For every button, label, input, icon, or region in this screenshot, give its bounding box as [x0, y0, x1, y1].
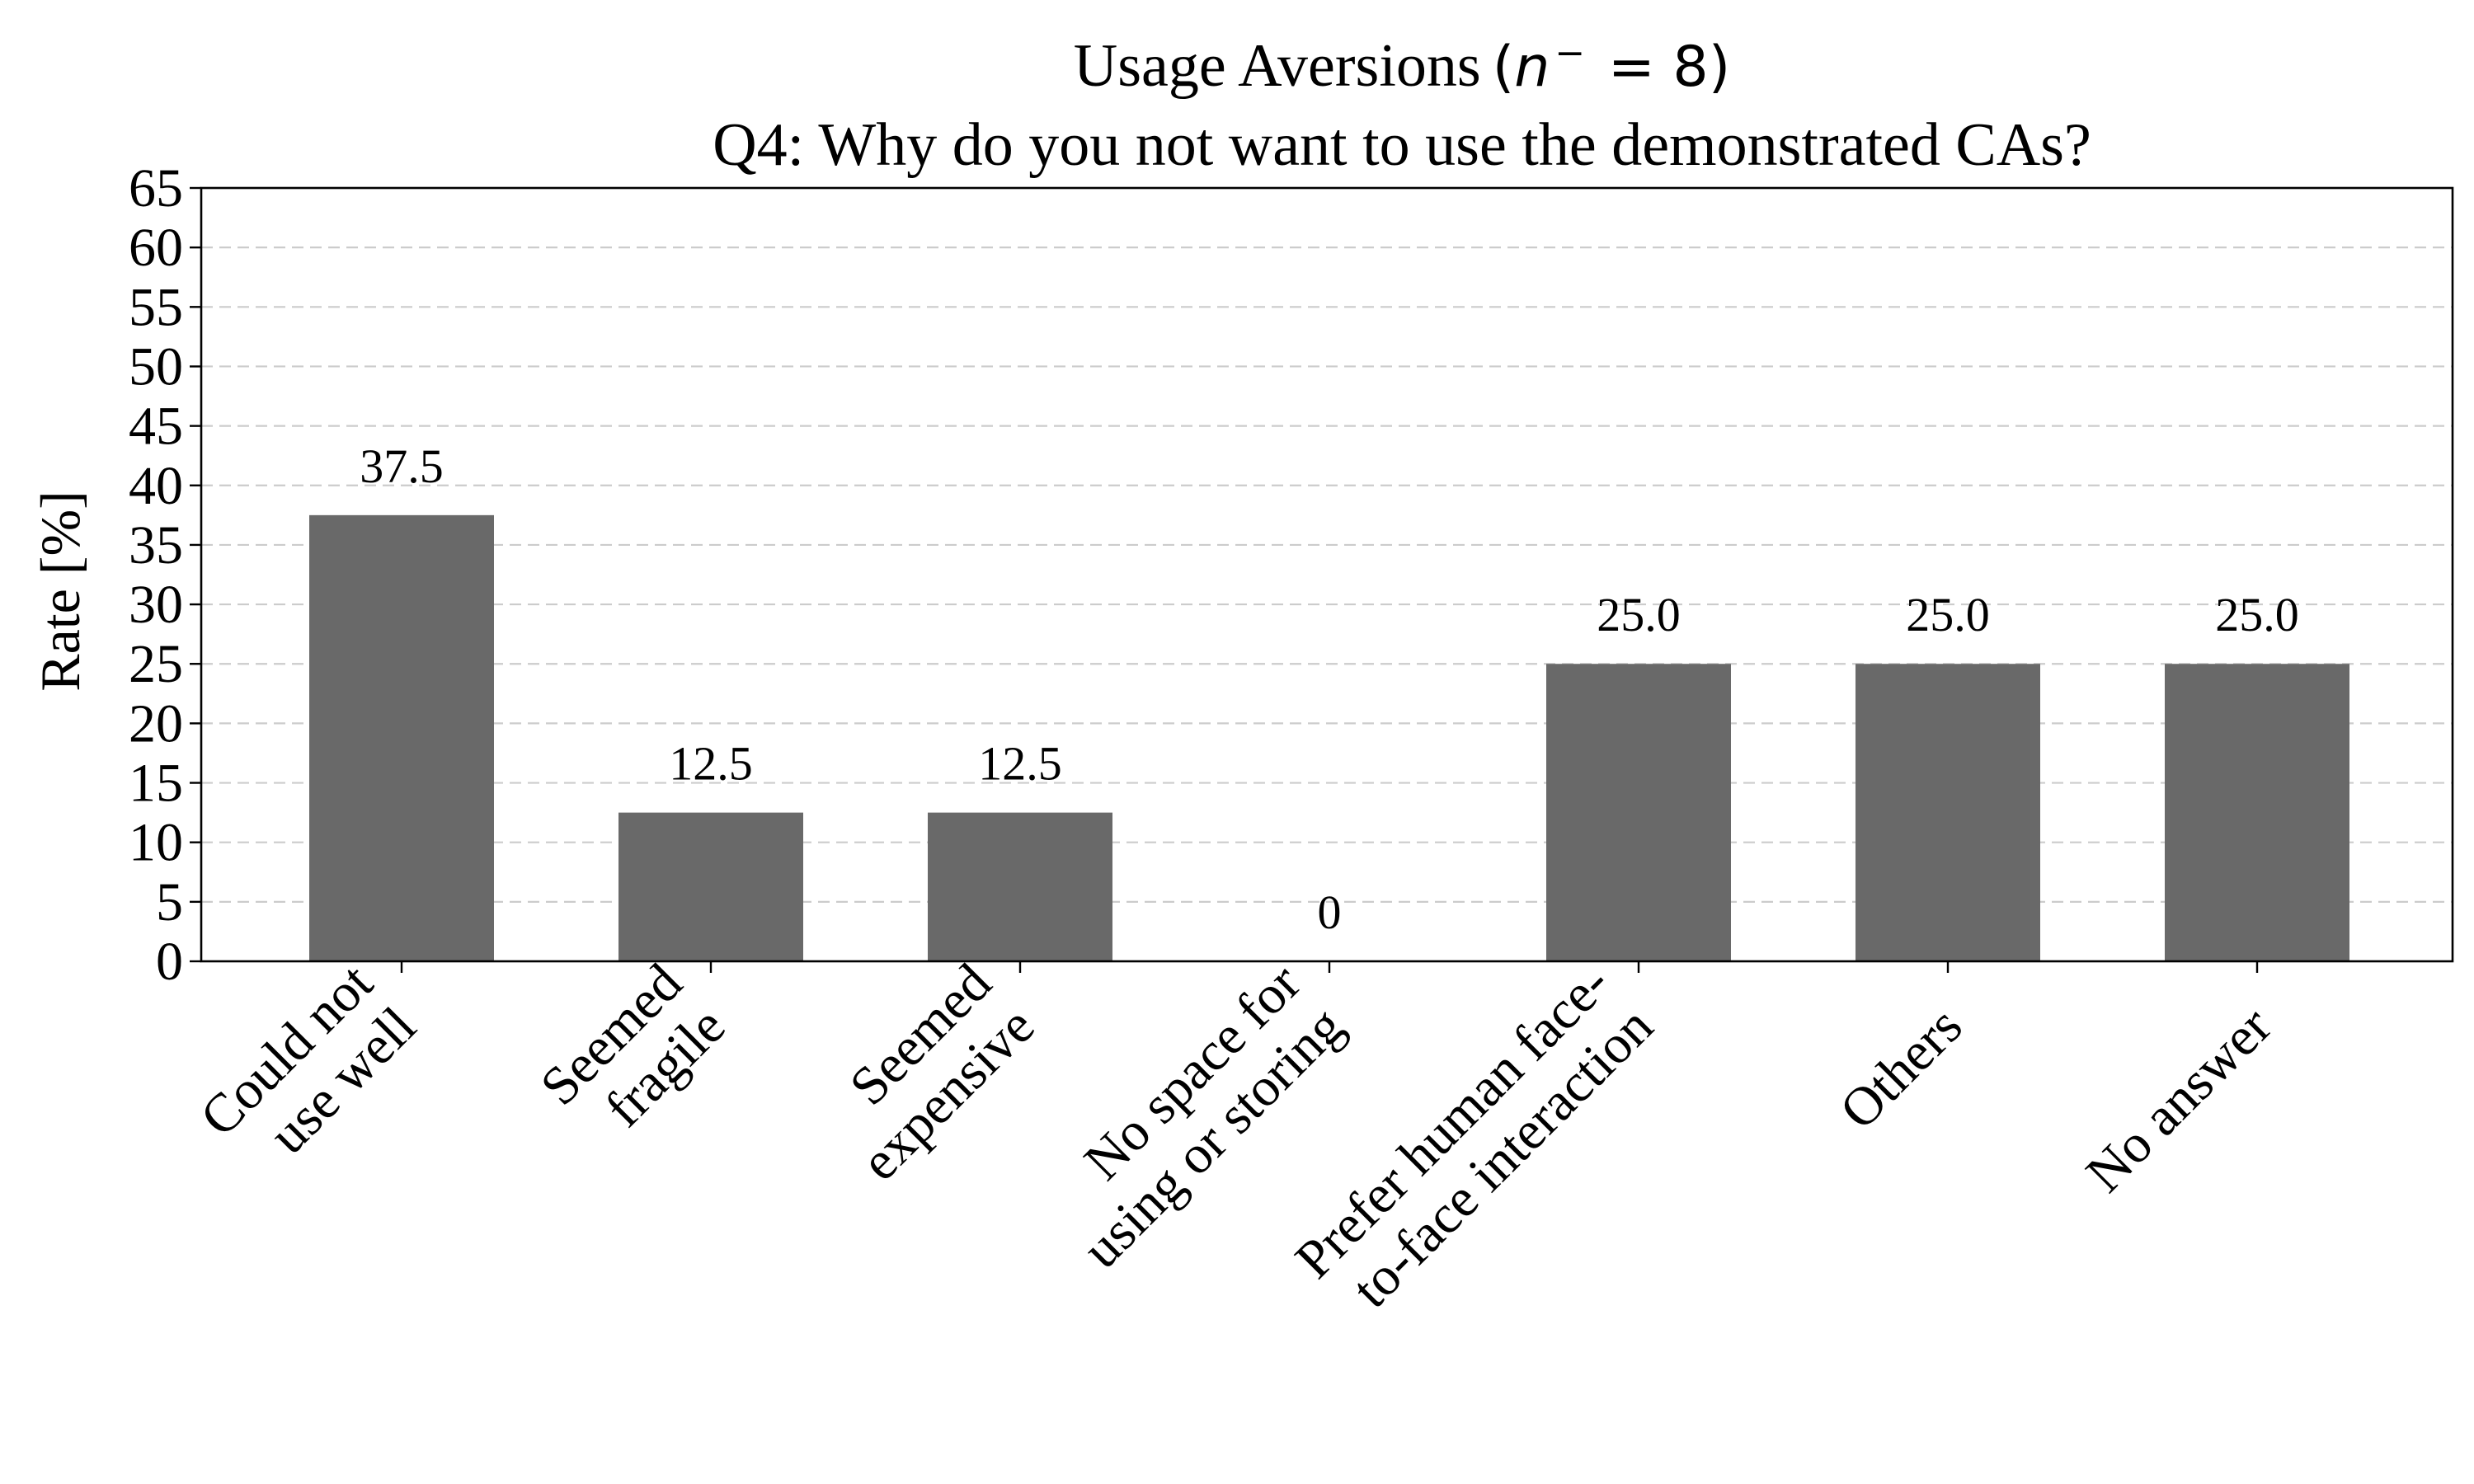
value-label: 37.5 — [360, 439, 444, 493]
chart-title-text: Usage Aversions — [1074, 32, 1481, 100]
bars — [309, 514, 2349, 961]
title-math-var: n — [1514, 35, 1550, 100]
value-label: 12.5 — [669, 737, 753, 791]
value-label: 25.0 — [1906, 588, 1990, 641]
y-tick-label: 35 — [129, 515, 183, 575]
value-label: 25.0 — [2215, 588, 2299, 641]
title-math-open: ( — [1493, 35, 1515, 100]
chart-title-block: Usage Aversions (n − = 8) Q4: Why do you n… — [713, 32, 2091, 180]
y-tick-label: 60 — [129, 218, 183, 278]
bar — [928, 812, 1112, 961]
bar — [618, 812, 803, 961]
chart-title-math: (n − = 8) — [1493, 32, 1731, 101]
y-tick-label: 0 — [156, 932, 183, 992]
x-tick-label-line: Others — [1828, 996, 1973, 1141]
x-tick-label: No answer — [2075, 996, 2284, 1205]
chart-subtitle: Q4: Why do you not want to use the demon… — [713, 111, 2091, 179]
title-math-sup: − — [1554, 32, 1585, 74]
y-tick-label: 5 — [156, 872, 183, 932]
value-label: 12.5 — [978, 737, 1062, 791]
y-tick-label: 50 — [129, 336, 183, 397]
y-tick-label: 65 — [129, 158, 183, 218]
title-math-rest: = 8) — [1590, 35, 1730, 100]
bar — [1546, 664, 1731, 961]
bar — [1856, 664, 2040, 961]
y-axis-label: Rate [%] — [29, 491, 92, 692]
x-tick-label: Others — [1828, 996, 1973, 1141]
y-tick-label: 30 — [129, 575, 183, 635]
y-tick-label: 55 — [129, 277, 183, 337]
bar — [309, 514, 494, 961]
y-tick-label: 40 — [129, 456, 183, 516]
y-tick-label: 10 — [129, 813, 183, 873]
value-labels: 37.5 12.5 12.5 0 25.0 25.0 25.0 — [360, 439, 2299, 939]
y-tick-label: 25 — [129, 634, 183, 694]
plot-frame — [200, 186, 2454, 963]
value-label: 0 — [1318, 885, 1342, 939]
x-tick-label: Prefer human face-to-face interaction — [1284, 952, 1665, 1319]
gridlines — [201, 247, 2453, 903]
y-tick-label: 15 — [129, 754, 183, 814]
chart-title: Usage Aversions (n − = 8) — [1074, 32, 1730, 101]
bar — [2165, 664, 2349, 961]
value-label: 25.0 — [1597, 588, 1681, 641]
y-tick-label: 20 — [129, 693, 183, 754]
y-tick-label: 45 — [129, 397, 183, 457]
x-tick-label-line: No answer — [2075, 996, 2284, 1205]
